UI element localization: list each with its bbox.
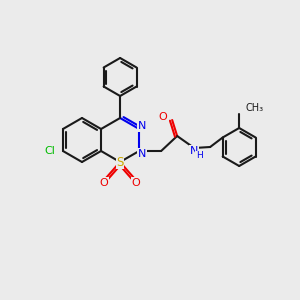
Text: N: N (138, 149, 146, 159)
Text: S: S (116, 155, 124, 169)
Text: O: O (158, 112, 167, 122)
Text: Cl: Cl (44, 146, 55, 156)
Text: O: O (100, 178, 108, 188)
Text: CH₃: CH₃ (245, 103, 263, 113)
Text: N: N (190, 146, 198, 156)
Text: O: O (132, 178, 140, 188)
Text: H: H (196, 152, 202, 160)
Text: N: N (138, 121, 146, 131)
